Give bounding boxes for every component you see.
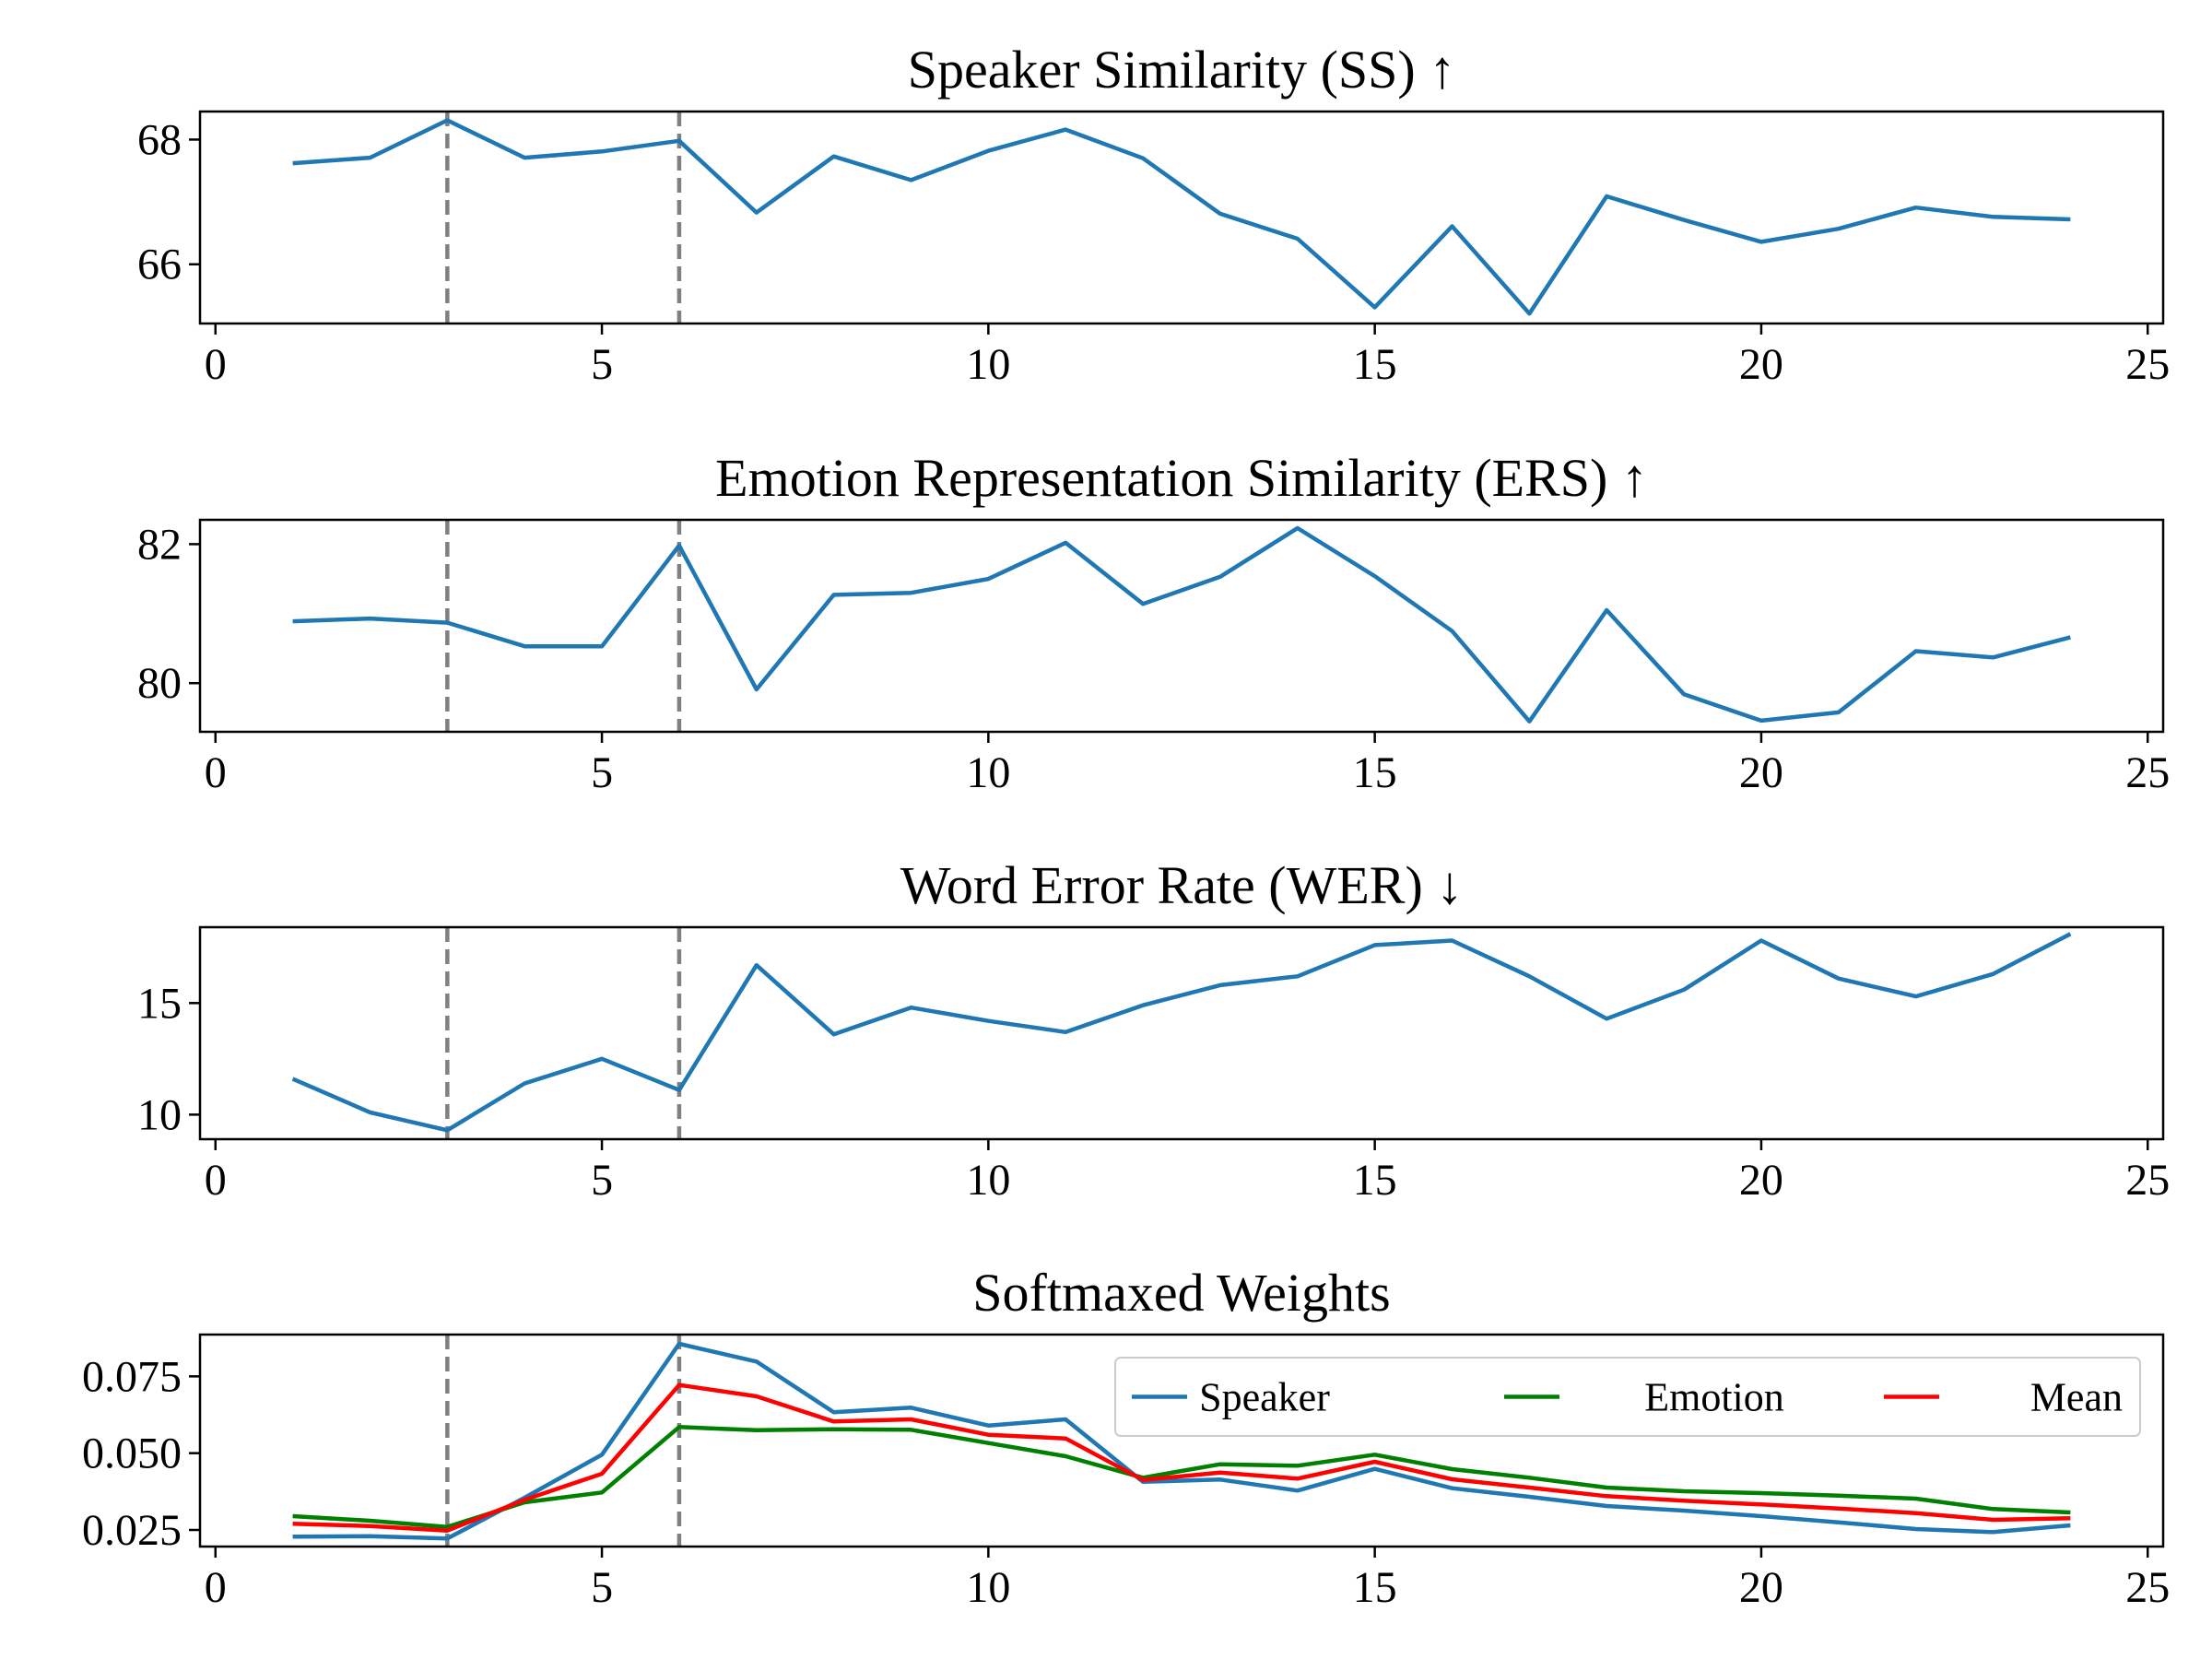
subplot-1: Speaker Similarity (SS) ↑ 0 5 10 15 20 25 66 68 <box>137 40 2170 389</box>
y-tick-label: 10 <box>137 1090 182 1139</box>
x-tick-label: 0 <box>205 1563 227 1612</box>
subplot-title: Softmaxed Weights <box>972 1263 1390 1323</box>
subplot-4: Softmaxed Weights 0 5 10 15 20 25 0.025 0.050 0.0… <box>82 1263 2170 1612</box>
legend: Speaker Emotion Mean <box>1114 1357 2141 1437</box>
axes-frame <box>198 110 2165 325</box>
subplot-title: Speaker Similarity (SS) ↑ <box>908 40 1455 100</box>
subplot-title: Emotion Representation Similarity (ERS) … <box>715 448 1648 508</box>
x-tick-label: 20 <box>1739 340 1783 389</box>
x-tick-label: 15 <box>1353 1156 1397 1205</box>
y-tick-label: 66 <box>137 241 182 289</box>
x-tick-label: 10 <box>966 748 1010 797</box>
x-tick-label: 25 <box>2125 1156 2170 1205</box>
series-line-ers <box>292 525 2071 724</box>
axes-frame <box>198 925 2165 1141</box>
y-tick-label: 0.050 <box>82 1430 182 1478</box>
subplot-3: Word Error Rate (WER) ↓ 0 5 10 15 20 25 10 15 <box>137 855 2170 1205</box>
series-line-ss <box>292 118 2071 316</box>
y-tick-label: 82 <box>137 520 182 569</box>
x-tick-label: 15 <box>1353 748 1397 797</box>
subplot-title: Word Error Rate (WER) ↓ <box>900 855 1464 915</box>
y-tick-label: 80 <box>137 659 182 708</box>
legend-box <box>1114 1357 2141 1437</box>
x-tick-label: 25 <box>2125 1563 2170 1612</box>
x-tick-label: 0 <box>205 340 227 389</box>
x-tick-label: 15 <box>1353 340 1397 389</box>
series-line-speaker <box>292 1341 2071 1541</box>
y-tick-label: 0.075 <box>82 1352 182 1401</box>
axes-frame <box>198 518 2165 734</box>
x-tick-label: 25 <box>2125 748 2170 797</box>
series-line-mean <box>292 1382 2071 1533</box>
x-tick-label: 25 <box>2125 340 2170 389</box>
x-tick-label: 0 <box>205 1156 227 1205</box>
x-tick-label: 20 <box>1739 1563 1783 1612</box>
x-tick-label: 20 <box>1739 1156 1783 1205</box>
series-line-wer <box>291 932 2072 1133</box>
legend-label-speaker: Speaker <box>1199 1375 1330 1420</box>
x-tick-label: 20 <box>1739 748 1783 797</box>
x-tick-label: 10 <box>966 1563 1010 1612</box>
y-tick-label: 68 <box>137 115 182 164</box>
x-tick-label: 5 <box>591 1156 613 1205</box>
x-tick-label: 15 <box>1353 1563 1397 1612</box>
x-tick-label: 10 <box>966 340 1010 389</box>
y-tick-label: 15 <box>137 979 182 1028</box>
x-tick-label: 5 <box>591 748 613 797</box>
legend-label-emotion: Emotion <box>1644 1375 1784 1420</box>
x-tick-label: 10 <box>966 1156 1010 1205</box>
x-tick-label: 5 <box>591 340 613 389</box>
legend-label-mean: Mean <box>2030 1375 2123 1420</box>
x-tick-label: 0 <box>205 748 227 797</box>
y-tick-label: 0.025 <box>82 1506 182 1555</box>
subplot-2: Emotion Representation Similarity (ERS) … <box>137 448 2170 797</box>
axes-frame <box>198 1333 2165 1548</box>
series-line-emotion <box>292 1425 2071 1529</box>
x-tick-label: 5 <box>591 1563 613 1612</box>
